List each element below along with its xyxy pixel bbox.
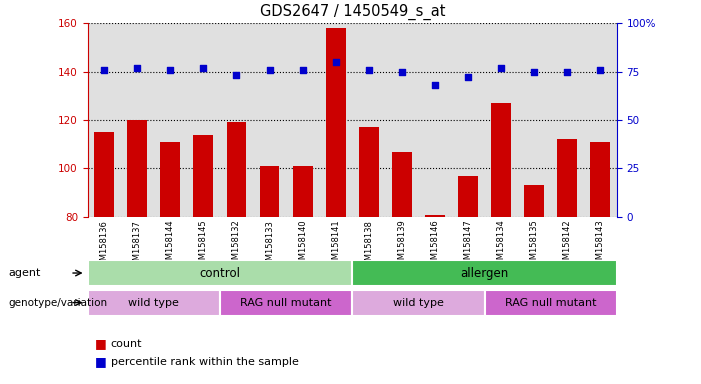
Bar	[359, 127, 379, 217]
Bar	[161, 142, 180, 217]
Bar	[94, 132, 114, 217]
Point	[264, 66, 275, 73]
Point	[463, 74, 474, 80]
Text: wild type: wild type	[128, 298, 179, 308]
Bar	[491, 103, 511, 217]
Point	[165, 66, 176, 73]
Point	[330, 59, 341, 65]
Text: RAG null mutant: RAG null mutant	[240, 298, 332, 308]
Bar	[326, 28, 346, 217]
Bar	[293, 166, 313, 217]
Point	[363, 66, 374, 73]
Point	[99, 66, 110, 73]
Text: agent: agent	[8, 268, 41, 278]
Text: ■: ■	[95, 355, 107, 368]
Text: ■: ■	[95, 337, 107, 350]
Bar	[557, 139, 577, 217]
Bar	[259, 166, 280, 217]
Bar	[458, 176, 478, 217]
Bar	[88, 290, 220, 316]
Bar	[128, 120, 147, 217]
Title: GDS2647 / 1450549_s_at: GDS2647 / 1450549_s_at	[259, 4, 445, 20]
Bar	[353, 260, 617, 286]
Bar	[484, 290, 617, 316]
Bar	[590, 142, 611, 217]
Point	[231, 72, 242, 78]
Text: wild type: wild type	[393, 298, 444, 308]
Text: RAG null mutant: RAG null mutant	[505, 298, 597, 308]
Text: genotype/variation: genotype/variation	[8, 298, 107, 308]
Bar	[88, 260, 353, 286]
Bar	[425, 215, 445, 217]
Bar	[353, 290, 484, 316]
Text: allergen: allergen	[461, 266, 509, 280]
Point	[198, 65, 209, 71]
Point	[496, 65, 507, 71]
Bar	[392, 152, 411, 217]
Bar	[524, 185, 544, 217]
Point	[132, 65, 143, 71]
Bar	[226, 122, 247, 217]
Text: control: control	[200, 266, 240, 280]
Bar	[220, 290, 353, 316]
Point	[429, 82, 440, 88]
Point	[562, 68, 573, 74]
Bar	[193, 134, 213, 217]
Text: count: count	[111, 339, 142, 349]
Point	[396, 68, 407, 74]
Point	[594, 66, 606, 73]
Point	[297, 66, 308, 73]
Point	[529, 68, 540, 74]
Text: percentile rank within the sample: percentile rank within the sample	[111, 357, 299, 367]
